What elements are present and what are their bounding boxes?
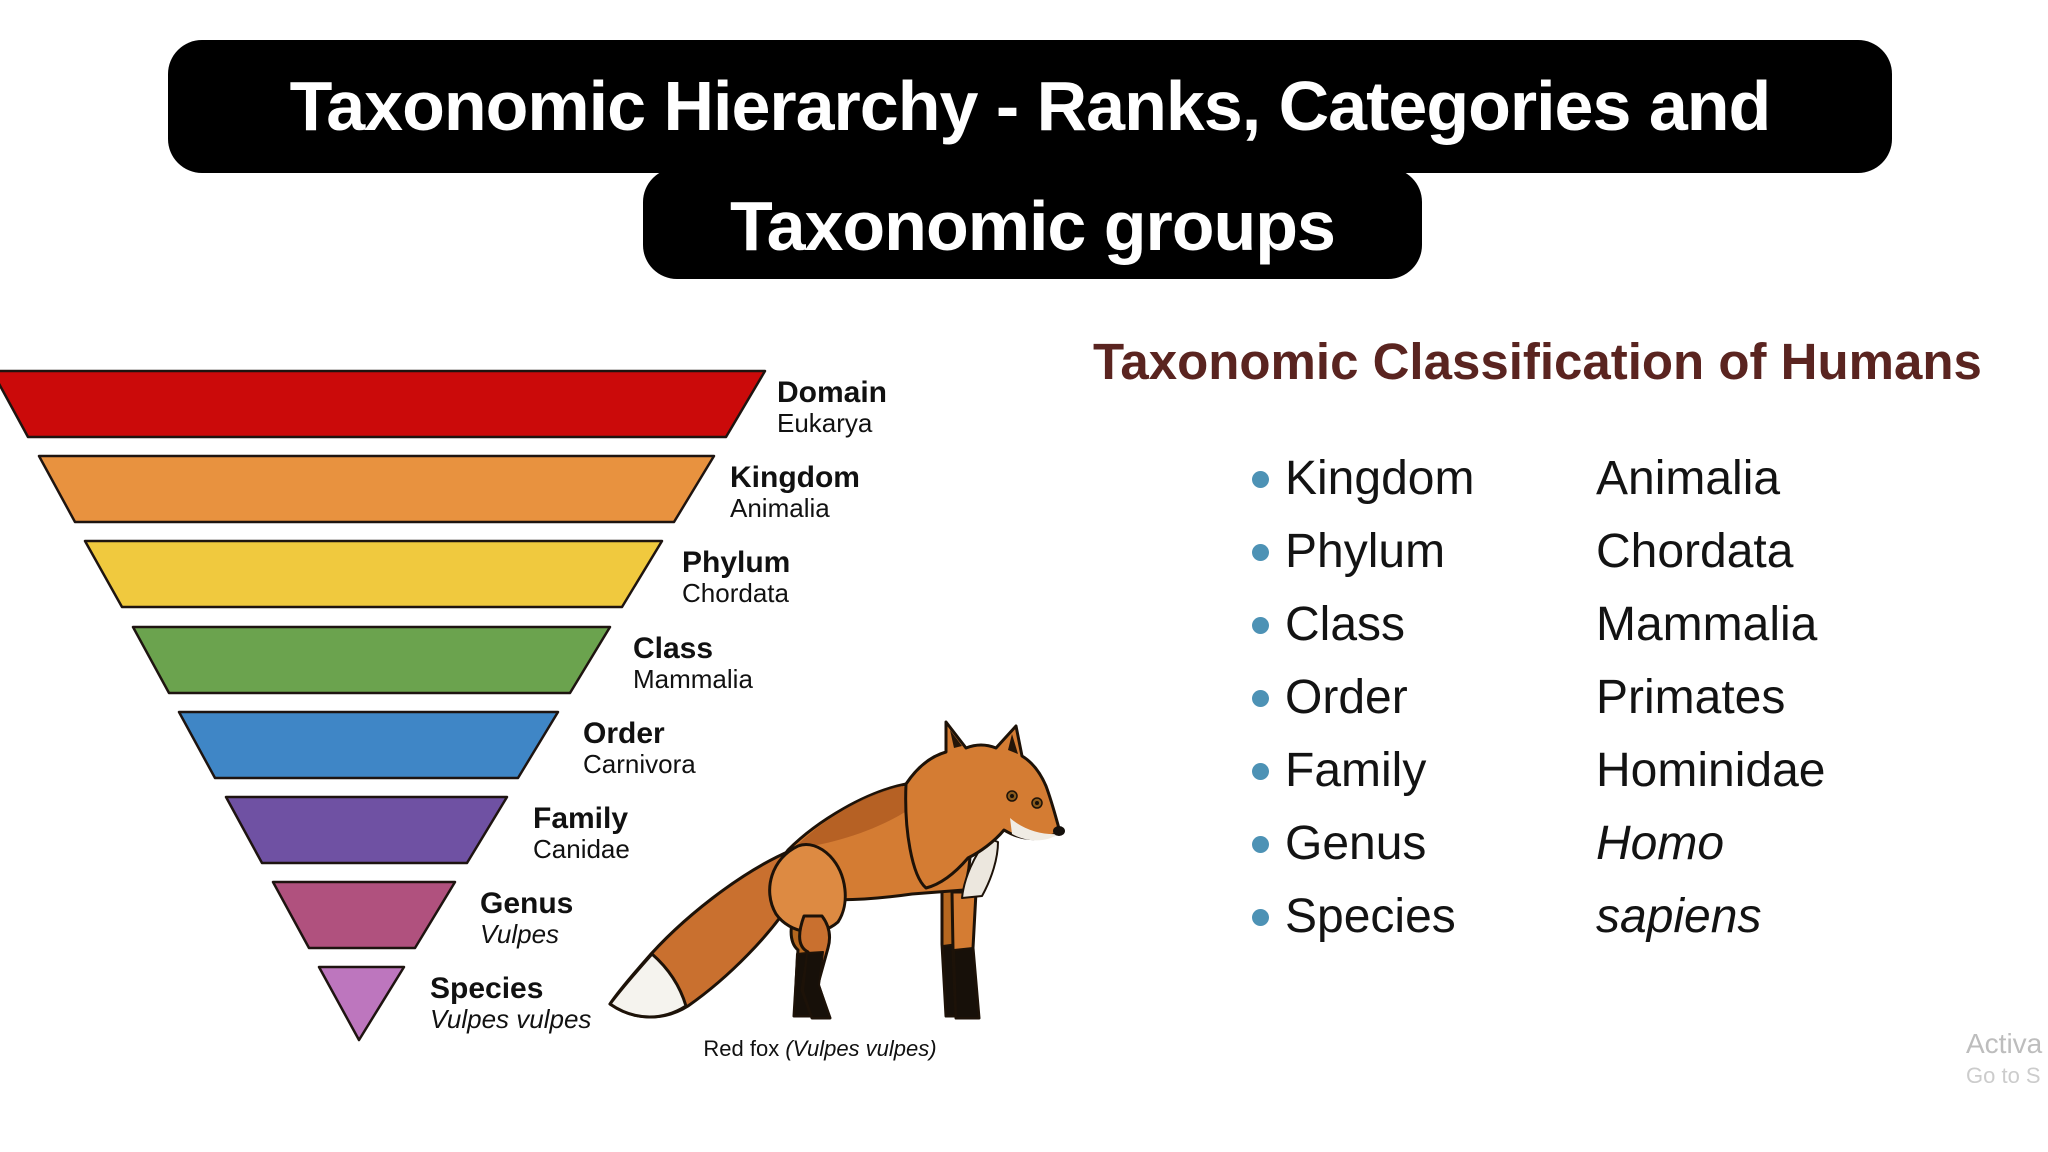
fox-tail-tip <box>608 952 688 1019</box>
funnel-label-domain: Domain Eukarya <box>777 376 887 438</box>
funnel-level-family <box>224 795 509 865</box>
rank-label: Order <box>1285 671 1408 724</box>
rank-label: Domain <box>777 376 888 409</box>
fox-hind-thigh <box>768 842 847 934</box>
bullet-icon <box>1252 836 1269 853</box>
fox-left-pupil <box>1010 794 1014 798</box>
rank-label: Genus <box>1285 817 1427 870</box>
fox-right-pupil <box>1035 801 1039 805</box>
humans-row-class: Class Mammalia <box>1252 596 2032 660</box>
fox-caption: Red fox (Vulpes vulpes) <box>560 1036 1080 1062</box>
fox-nose <box>1053 826 1065 836</box>
rank-label: Kingdom <box>1285 452 1475 505</box>
taxon-value: Homo <box>1596 817 1725 870</box>
humans-row-phylum: Phylum Chordata <box>1252 523 2032 587</box>
rank-label: Species <box>430 972 544 1005</box>
rank-label: Phylum <box>1285 525 1446 578</box>
bullet-icon <box>1252 471 1269 488</box>
funnel-level-phylum <box>83 539 664 609</box>
funnel-level-species <box>317 965 406 1042</box>
rank-label: Class <box>1285 598 1406 651</box>
title-banner-bottom <box>643 168 1422 279</box>
funnel-level-domain <box>0 369 767 439</box>
bullet-icon <box>1252 763 1269 780</box>
funnel-label-species: Species Vulpes vulpes <box>430 972 591 1034</box>
funnel-level-kingdom <box>37 454 716 524</box>
rank-label: Family <box>533 802 629 835</box>
taxon-name: Vulpes <box>480 919 560 949</box>
page-title-line1: Taxonomic Hierarchy - Ranks, Categories … <box>289 67 1772 145</box>
windows-activation-watermark-line1: Activa <box>1966 1028 2043 1059</box>
fox-caption-common-name: Red fox <box>703 1036 780 1061</box>
bullet-icon <box>1252 544 1269 561</box>
taxon-value: Hominidae <box>1596 744 1826 797</box>
taxon-name: Carnivora <box>583 749 696 779</box>
funnel-level-class <box>131 625 612 695</box>
funnel-diagram <box>0 369 767 1042</box>
funnel-label-kingdom: Kingdom Animalia <box>730 461 860 523</box>
funnel-label-order: Order Carnivora <box>583 717 696 779</box>
fox-back-shading <box>794 786 913 848</box>
fox-near-hind-sock <box>802 951 831 1019</box>
humans-row-kingdom: Kingdom Animalia <box>1252 450 2032 514</box>
humans-panel-heading: Taxonomic Classification of Humans <box>1093 333 1982 390</box>
red-fox-illustration <box>608 720 1065 1020</box>
rank-label: Genus <box>480 887 574 920</box>
fox-chest-patch <box>961 837 999 899</box>
taxon-name: Chordata <box>682 578 789 608</box>
rank-label: Phylum <box>682 546 791 579</box>
humans-row-genus: Genus Homo <box>1252 815 2032 879</box>
fox-left-ear-inner <box>950 730 962 748</box>
taxon-value: sapiens <box>1596 890 1762 943</box>
page-title-line2: Taxonomic groups <box>730 187 1336 265</box>
rank-label: Class <box>633 632 714 665</box>
taxon-name: Vulpes vulpes <box>430 1004 592 1034</box>
taxon-value: Animalia <box>1596 452 1781 505</box>
funnel-label-phylum: Phylum Chordata <box>682 546 790 608</box>
funnel-label-genus: Genus Vulpes <box>480 887 573 949</box>
windows-activation-watermark-line2: Go to S <box>1966 1063 2041 1088</box>
fox-caption-scientific-name: (Vulpes vulpes) <box>785 1036 937 1061</box>
fox-muzzle-patch <box>1010 818 1058 841</box>
bullet-icon <box>1252 690 1269 707</box>
taxon-name: Mammalia <box>633 664 753 694</box>
title-banner-top <box>168 40 1892 173</box>
funnel-level-genus <box>271 880 457 950</box>
bullet-icon <box>1252 909 1269 926</box>
humans-row-species: Species sapiens <box>1252 888 2032 952</box>
rank-label: Species <box>1285 890 1456 943</box>
taxon-name: Eukarya <box>777 408 873 438</box>
rank-label: Kingdom <box>730 461 860 494</box>
funnel-label-class: Class Mammalia <box>633 632 753 694</box>
fox-near-front-sock <box>953 947 980 1019</box>
humans-row-order: Order Primates <box>1252 669 2032 733</box>
humans-row-family: Family Hominidae <box>1252 742 2032 806</box>
taxon-value: Primates <box>1596 671 1786 724</box>
bullet-icon <box>1252 617 1269 634</box>
taxon-value: Chordata <box>1596 525 1794 578</box>
fox-right-ear-inner <box>1008 734 1018 754</box>
rank-label: Family <box>1285 744 1427 797</box>
rank-label: Order <box>583 717 665 750</box>
taxon-value: Mammalia <box>1596 598 1818 651</box>
funnel-label-family: Family Canidae <box>533 802 630 864</box>
funnel-level-order <box>177 710 560 780</box>
taxon-name: Animalia <box>730 493 830 523</box>
taxon-name: Canidae <box>533 834 630 864</box>
